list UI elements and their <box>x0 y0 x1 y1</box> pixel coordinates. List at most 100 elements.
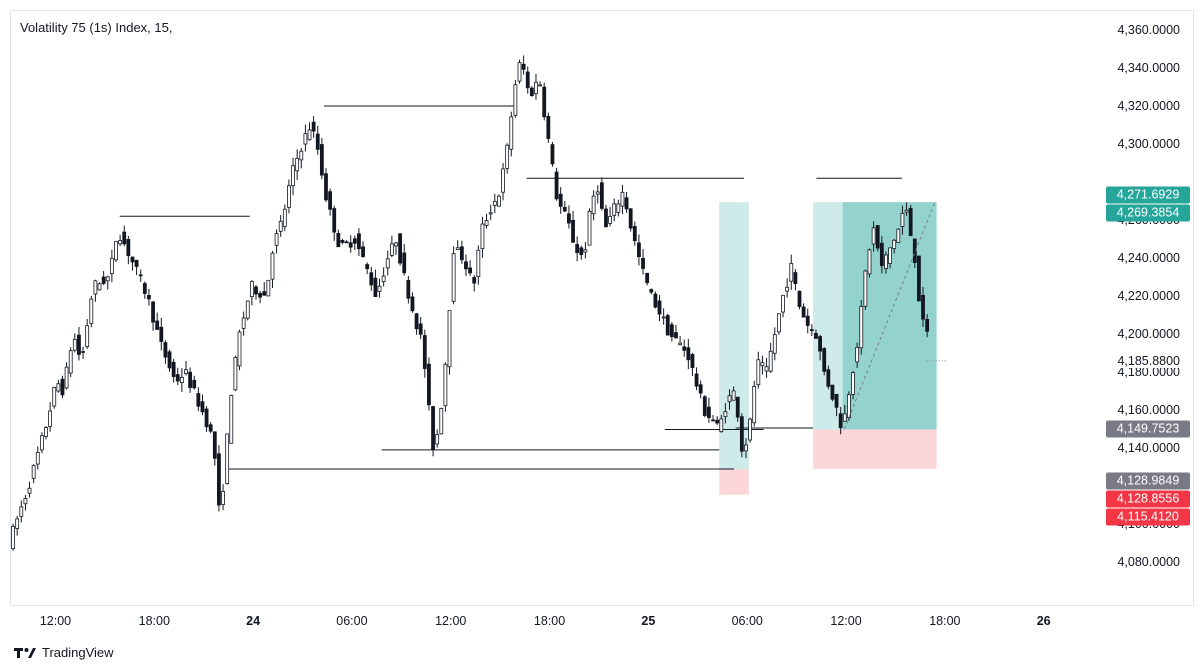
candle-body <box>632 226 637 242</box>
candle-body <box>686 347 691 361</box>
candle <box>237 329 242 371</box>
candle <box>472 275 477 292</box>
candle-body <box>311 121 316 132</box>
level-lines <box>119 105 903 470</box>
candle <box>27 481 32 498</box>
candle <box>591 190 596 221</box>
candle-body <box>394 242 398 247</box>
candle-body <box>851 372 855 395</box>
candle-body <box>68 350 73 374</box>
candle-body <box>682 346 687 351</box>
candle <box>447 310 452 375</box>
candle <box>645 272 650 286</box>
candle-body <box>801 306 806 318</box>
candle-body <box>134 259 139 267</box>
price-badge-red: 4,115.4120 <box>1106 508 1190 526</box>
candle <box>921 286 925 327</box>
candle <box>410 292 415 313</box>
candle-body <box>410 296 415 312</box>
candle-body <box>525 71 530 89</box>
candle <box>908 204 913 237</box>
candle <box>31 464 36 484</box>
price-badge-green: 4,271.6929 <box>1106 186 1190 204</box>
candle <box>101 271 106 285</box>
candle-body <box>282 208 287 227</box>
candle <box>871 221 876 252</box>
price-plot[interactable] <box>10 10 1098 606</box>
candle-body <box>777 313 781 333</box>
candle <box>435 429 440 448</box>
candle <box>340 238 345 245</box>
candle <box>904 202 909 216</box>
candle-body <box>373 277 378 297</box>
candle-body <box>97 283 102 291</box>
candle-body <box>212 431 217 459</box>
candle <box>200 394 205 416</box>
candle <box>291 157 295 196</box>
candle <box>637 234 641 266</box>
candle-body <box>583 249 588 253</box>
candle <box>315 125 320 155</box>
candle <box>147 288 151 306</box>
candle-body <box>637 242 641 257</box>
candle-body <box>571 219 575 243</box>
candle-body <box>888 247 892 264</box>
candle-body <box>653 293 658 308</box>
time-axis[interactable]: 12:00 18:00 24 06:00 12:00 18:00 25 06:00 12:00 1… <box>10 606 1098 636</box>
candle <box>682 339 687 357</box>
candle <box>781 294 785 318</box>
symbol-title: Volatility 75 (1s) Index, 15, <box>20 20 173 35</box>
candle-body <box>501 168 505 193</box>
candle <box>443 362 448 412</box>
candle-body <box>768 350 773 372</box>
candle-body <box>669 324 674 338</box>
candle <box>455 240 460 251</box>
candle <box>484 213 489 229</box>
candle <box>385 250 390 276</box>
candle-body <box>114 241 118 261</box>
candle <box>669 322 674 342</box>
candle <box>558 187 563 214</box>
candle <box>579 245 584 260</box>
candle-body <box>332 208 337 233</box>
candle <box>118 234 123 247</box>
candle <box>649 288 654 295</box>
candle <box>785 278 790 298</box>
candle-body <box>871 227 876 245</box>
candle <box>274 229 279 254</box>
candle <box>772 327 777 361</box>
candle <box>616 199 621 217</box>
candle-body <box>715 419 720 424</box>
time-tick-label: 18:00 <box>138 614 170 628</box>
candle-body <box>789 262 794 282</box>
candle-body <box>567 213 571 224</box>
footer-brand[interactable]: TradingView <box>14 645 114 660</box>
tradingview-logo-icon <box>14 647 36 658</box>
candle <box>406 275 411 304</box>
candle <box>192 375 197 390</box>
candle <box>756 351 761 389</box>
candle-body <box>89 298 94 324</box>
candle-body <box>258 293 263 298</box>
candle <box>764 357 769 378</box>
candle <box>151 300 155 331</box>
candle-body <box>44 427 48 437</box>
candle <box>295 149 300 181</box>
candle-body <box>822 348 827 372</box>
candle-body <box>200 401 205 413</box>
candle-body <box>274 233 279 246</box>
candle <box>818 334 822 361</box>
candle-body <box>418 323 423 335</box>
candle-body <box>118 240 123 245</box>
candle-body <box>435 434 440 445</box>
candle <box>896 228 901 243</box>
candle-body <box>744 444 748 452</box>
candle-body <box>620 191 625 207</box>
candle-body <box>105 276 110 282</box>
candle <box>77 326 81 361</box>
candle-body <box>472 277 477 284</box>
price-axis[interactable]: 4,080.00004,100.00004,140.00004,160.0000… <box>1098 10 1194 606</box>
candle <box>48 402 53 432</box>
candle <box>567 205 571 229</box>
candle-body <box>19 506 24 517</box>
